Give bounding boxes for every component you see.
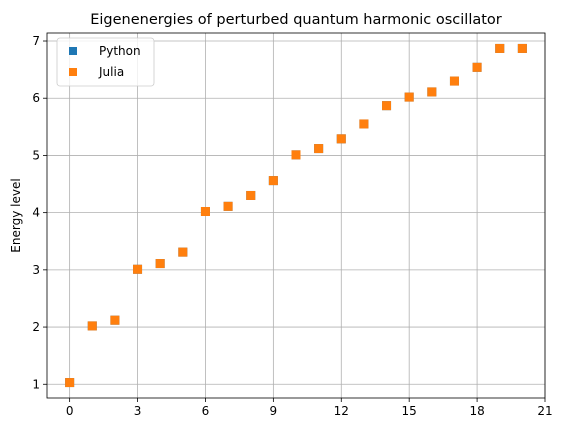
x-tick-label: 15 xyxy=(402,404,417,418)
marker-julia-1 xyxy=(87,321,97,331)
marker-julia-15 xyxy=(404,92,414,102)
x-tick-label: 0 xyxy=(66,404,74,418)
marker-julia-19 xyxy=(495,43,505,53)
y-tick-label: 1 xyxy=(32,377,40,391)
marker-julia-14 xyxy=(382,101,392,111)
marker-julia-9 xyxy=(268,176,278,186)
marker-julia-0 xyxy=(65,378,75,388)
legend-marker-julia xyxy=(69,68,77,76)
y-tick-label: 6 xyxy=(32,91,40,105)
y-tick-label: 7 xyxy=(32,34,40,48)
legend-label-julia: Julia xyxy=(98,65,124,79)
marker-julia-4 xyxy=(155,259,165,269)
x-tick-label: 3 xyxy=(134,404,142,418)
y-tick-label: 5 xyxy=(32,148,40,162)
marker-julia-6 xyxy=(200,206,210,216)
x-tick-label: 6 xyxy=(202,404,210,418)
marker-julia-2 xyxy=(110,315,120,325)
y-axis: 1 2 3 4 5 6 7 xyxy=(32,34,47,391)
y-tick-label: 3 xyxy=(32,263,40,277)
marker-julia-13 xyxy=(359,119,369,129)
x-tick-label: 9 xyxy=(270,404,278,418)
marker-julia-18 xyxy=(472,62,482,72)
y-axis-label: Energy level xyxy=(9,178,23,252)
marker-julia-3 xyxy=(133,264,143,274)
marker-julia-5 xyxy=(178,247,188,257)
y-tick-label: 2 xyxy=(32,320,40,334)
x-tick-label: 21 xyxy=(537,404,552,418)
plot-frame xyxy=(46,32,546,399)
x-axis: 0 3 6 9 12 15 18 21 xyxy=(66,398,553,418)
x-tick-label: 12 xyxy=(334,404,349,418)
marker-julia-20 xyxy=(517,43,527,53)
x-tick-label: 18 xyxy=(469,404,484,418)
legend-label-python: Python xyxy=(99,44,141,58)
legend: Python Julia xyxy=(56,37,155,87)
legend-marker-python xyxy=(69,47,77,55)
marker-julia-12 xyxy=(336,134,346,144)
marker-julia-11 xyxy=(314,144,324,154)
marker-julia-16 xyxy=(427,87,437,97)
marker-julia-8 xyxy=(246,190,256,200)
marker-julia-17 xyxy=(449,76,459,86)
legend-box xyxy=(56,37,155,87)
data-markers xyxy=(65,43,527,388)
marker-julia-10 xyxy=(291,150,301,160)
chart-title: Eigenenergies of perturbed quantum harmo… xyxy=(90,12,502,28)
marker-julia-7 xyxy=(223,201,233,211)
y-tick-label: 4 xyxy=(32,206,40,220)
